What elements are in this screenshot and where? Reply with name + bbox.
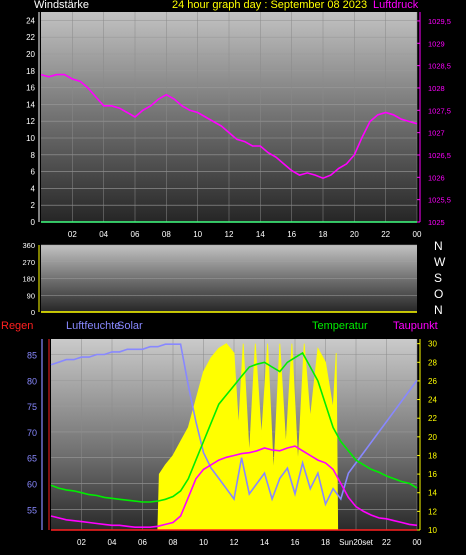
time-tick-label: 18 (319, 230, 328, 239)
humidity-axis-title: Luftfeuchte (66, 320, 121, 332)
temperature-tick-label: 10 (428, 526, 437, 535)
wind-dir-label-n-bottom: N (434, 303, 443, 317)
temperature-tick-label: 30 (428, 340, 437, 349)
wind-tick-label: 12 (26, 117, 35, 126)
temperature-tick-label: 16 (428, 470, 437, 479)
wind-tick-label: 4 (31, 184, 36, 193)
time-tick-label: Sun20set (339, 538, 374, 547)
humidity-tick-label: 65 (27, 454, 37, 464)
time-tick-label: 00 (413, 538, 422, 547)
wind-tick-label: 8 (31, 151, 36, 160)
wind-tick-label: 22 (26, 33, 35, 42)
pressure-tick-label: 1028,5 (428, 62, 451, 71)
direction-tick-label: 360 (22, 241, 35, 250)
time-tick-label: 10 (199, 538, 208, 547)
series-temperatur (50, 351, 418, 503)
humidity-tick-label: 60 (27, 480, 37, 490)
wind-dir-label-o: O (434, 287, 444, 301)
time-tick-label: 16 (287, 230, 296, 239)
pressure-tick-label: 1025 (428, 218, 445, 227)
time-tick-label: 16 (291, 538, 300, 547)
temperature-axis-title: Temperatur (312, 320, 368, 332)
chart-title: 24 hour graph day : September 08 2023 (172, 0, 368, 11)
temperature-tick-label: 28 (428, 358, 437, 367)
humidity-tick-label: 80 (27, 376, 37, 386)
wind-pressure-panel: 02468101214161820222410251025,510261026,… (26, 12, 451, 239)
temperature-tick-label: 18 (428, 451, 437, 460)
series-luftfeuchte (50, 343, 418, 507)
wind-direction-panel: 0 90 180 270 360 (22, 241, 417, 317)
time-tick-label: 06 (131, 230, 140, 239)
pressure-tick-label: 1027,5 (428, 106, 451, 115)
wind-dir-label-w: W (434, 255, 446, 269)
wind-dir-label-s: S (434, 271, 443, 285)
humidity-tick-label: 55 (27, 505, 37, 515)
temperature-tick-label: 24 (428, 396, 437, 405)
time-tick-label: 14 (256, 230, 265, 239)
direction-tick-label: 270 (22, 258, 35, 267)
temperature-tick-label: 22 (428, 414, 437, 423)
wind-axis-title: Windstärke (34, 0, 90, 11)
rain-axis-title: Regen (1, 320, 34, 332)
time-tick-label: 04 (99, 230, 108, 239)
humidity-tick-label: 85 (27, 350, 37, 360)
time-tick-label: 10 (193, 230, 202, 239)
wind-tick-label: 20 (26, 50, 35, 59)
wind-tick-label: 14 (26, 100, 35, 109)
pressure-tick-label: 1026 (428, 173, 445, 182)
time-tick-label: 02 (68, 230, 77, 239)
temperature-tick-label: 14 (428, 489, 437, 498)
temperature-tick-label: 26 (428, 377, 437, 386)
time-tick-label: 22 (381, 230, 390, 239)
pressure-tick-label: 1028 (428, 84, 445, 93)
pressure-tick-label: 1025,5 (428, 196, 451, 205)
series-taupunkt (50, 445, 418, 529)
dewpoint-axis-title: Taupunkt (393, 320, 438, 332)
wind-tick-label: 0 (31, 218, 36, 227)
wind-tick-label: 6 (31, 168, 36, 177)
series-luftdruck (40, 73, 418, 180)
wind-dir-label-n-top: N (434, 239, 443, 253)
time-tick-label: 12 (225, 230, 234, 239)
time-tick-label: 20 (350, 230, 359, 239)
wind-tick-label: 24 (26, 16, 35, 25)
pressure-tick-label: 1026,5 (428, 151, 451, 160)
pressure-axis-title: Luftdruck (373, 0, 419, 11)
temperature-tick-label: 12 (428, 507, 437, 516)
time-tick-label: 18 (321, 538, 330, 547)
time-tick-label: 02 (77, 538, 86, 547)
pressure-tick-label: 1027 (428, 129, 445, 138)
pressure-tick-label: 1029,5 (428, 17, 451, 26)
time-tick-label: 04 (108, 538, 117, 547)
humidity-tick-label: 70 (27, 428, 37, 438)
time-tick-label: 08 (169, 538, 178, 547)
time-tick-label: 14 (260, 538, 269, 547)
wind-tick-label: 2 (31, 201, 36, 210)
direction-tick-label: 180 (22, 275, 35, 284)
solar-axis-title: Solar (117, 320, 143, 332)
humidity-tick-label: 75 (27, 402, 37, 412)
wind-tick-label: 18 (26, 67, 35, 76)
direction-tick-label: 0 (31, 308, 35, 317)
time-tick-label: 00 (413, 230, 422, 239)
wind-tick-label: 16 (26, 84, 35, 93)
temperature-humidity-panel: 55 60 65 70 75 80 85 10 12 14 16 18 20 22 24 26 28 30 02 04… (27, 339, 437, 547)
wind-tick-label: 10 (26, 134, 35, 143)
time-tick-label: 08 (162, 230, 171, 239)
temperature-tick-label: 20 (428, 433, 437, 442)
time-tick-label: 12 (230, 538, 239, 547)
time-tick-label: 22 (382, 538, 391, 547)
pressure-tick-label: 1029 (428, 39, 445, 48)
direction-tick-label: 90 (27, 291, 35, 300)
time-tick-label: 06 (138, 538, 147, 547)
